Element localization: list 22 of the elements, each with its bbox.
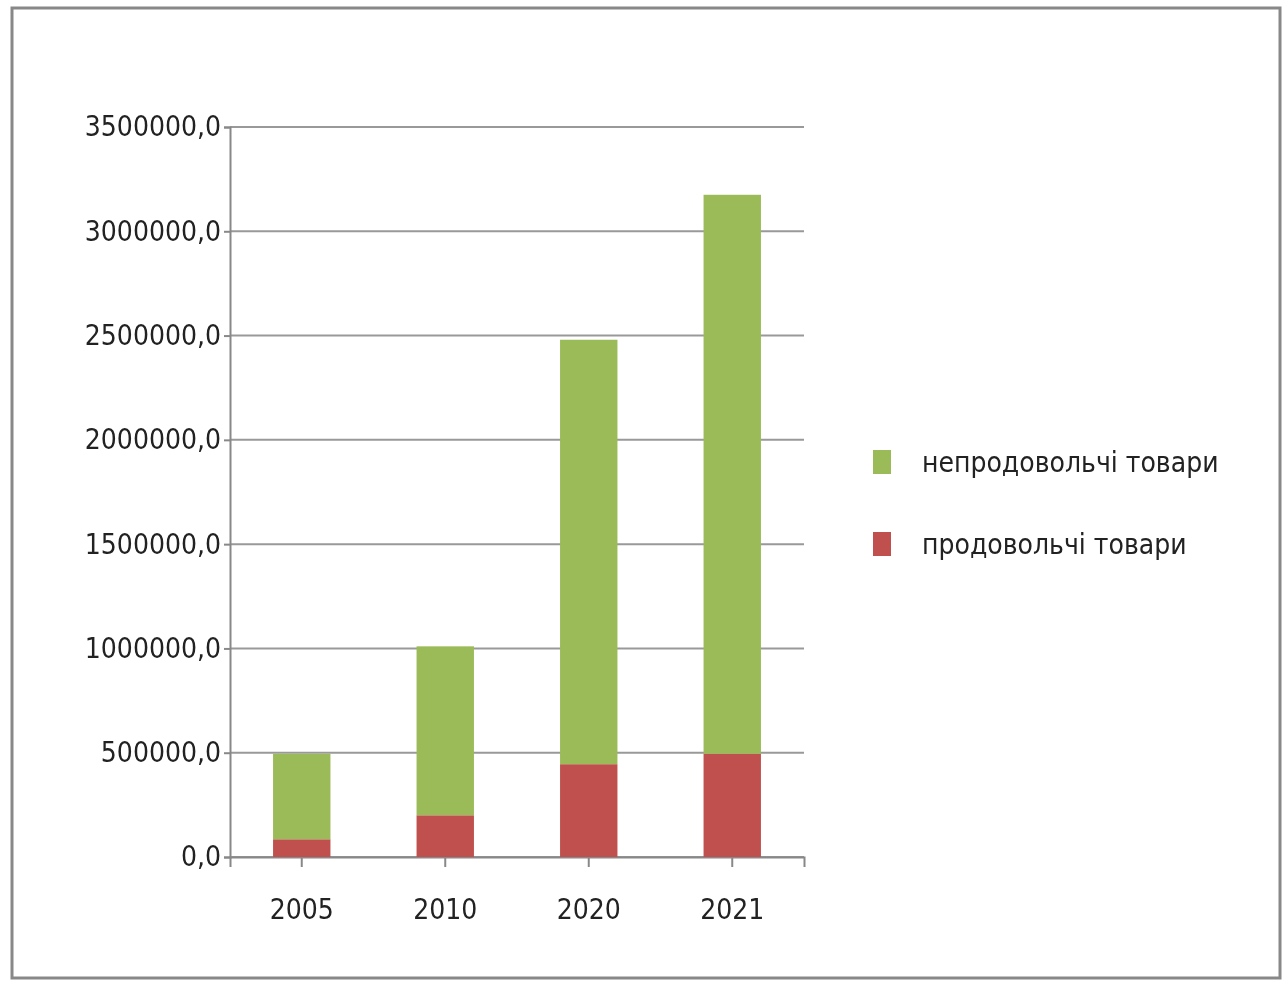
x-tick-label: 2021 xyxy=(700,892,765,926)
y-tick-label: 2500000,0 xyxy=(84,319,221,353)
bar xyxy=(273,839,331,857)
y-tick-label: 1000000,0 xyxy=(84,631,221,665)
y-tick-label: 3000000,0 xyxy=(84,214,221,248)
x-tick-label: 2005 xyxy=(269,892,334,926)
x-tick-label: 2010 xyxy=(413,892,478,926)
bar xyxy=(416,815,474,857)
bar xyxy=(560,339,618,765)
y-tick-label: 0,0 xyxy=(180,840,221,874)
y-tick-label: 2000000,0 xyxy=(84,423,221,457)
legend-label: непродовольчі товари xyxy=(922,446,1219,479)
bar xyxy=(703,753,761,857)
bar xyxy=(416,646,474,816)
legend-label: продовольчі товари xyxy=(922,528,1187,561)
x-tick-label: 2020 xyxy=(556,892,621,926)
bar xyxy=(560,764,618,857)
y-tick-label: 1500000,0 xyxy=(84,527,221,561)
y-tick-label: 500000,0 xyxy=(100,736,221,770)
y-tick-label: 3500000,0 xyxy=(84,110,221,144)
bar xyxy=(703,194,761,754)
bar xyxy=(273,753,331,840)
